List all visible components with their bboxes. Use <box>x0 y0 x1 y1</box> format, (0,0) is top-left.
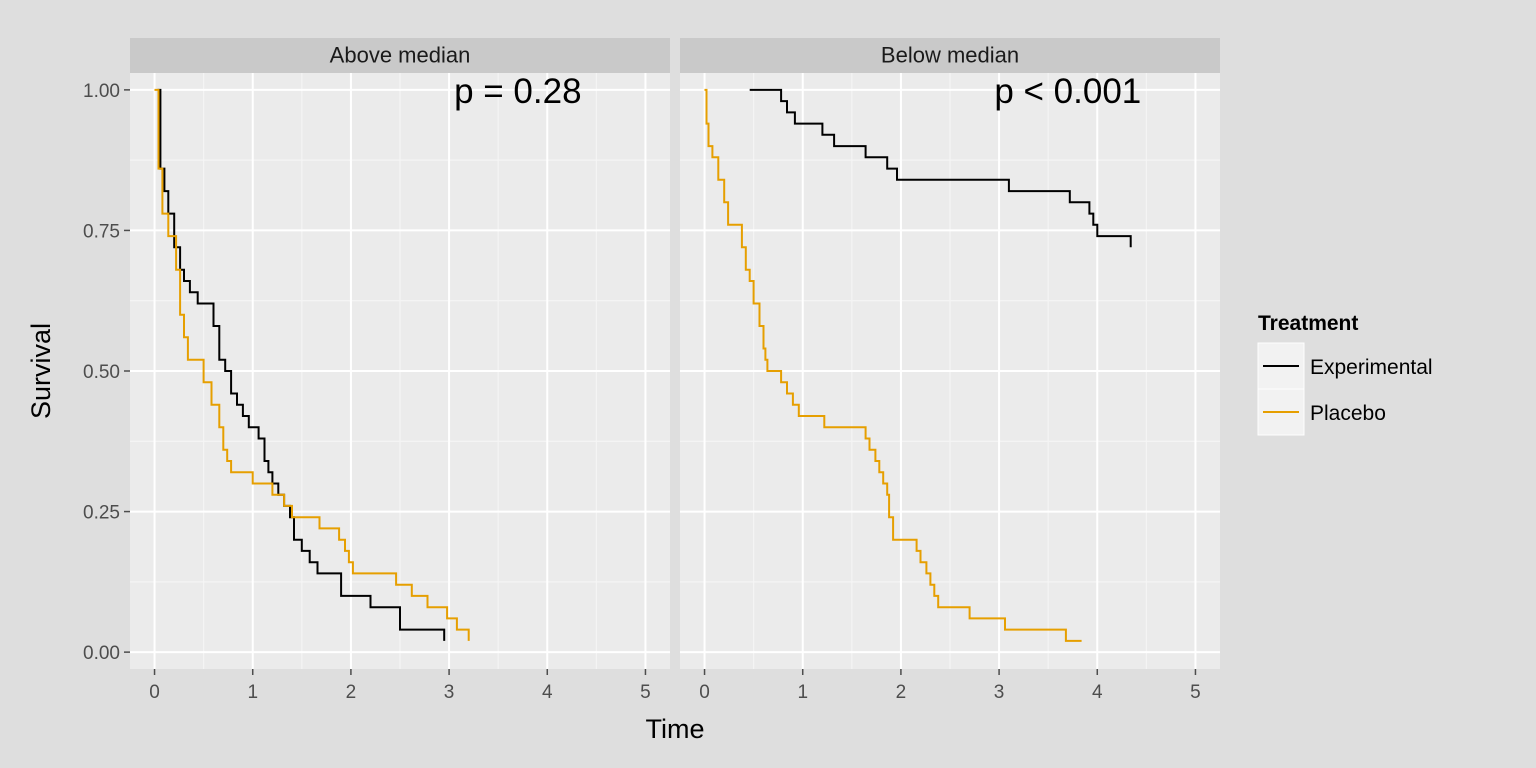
legend-label: Experimental <box>1310 356 1433 379</box>
x-tick-label: 5 <box>640 682 651 703</box>
x-tick-label: 2 <box>896 682 907 703</box>
y-tick-label: 0.75 <box>83 221 120 242</box>
facet-strip <box>130 38 670 73</box>
survival-curve-placebo <box>704 88 1082 642</box>
facet-strip-label: Below median <box>881 43 1019 68</box>
survival-curve-experimental <box>749 88 1132 248</box>
x-tick-label: 1 <box>797 682 808 703</box>
facet-strip-label: Above median <box>330 43 471 68</box>
x-tick-label: 4 <box>1092 682 1103 703</box>
x-tick-label: 2 <box>346 682 357 703</box>
x-tick-label: 3 <box>444 682 455 703</box>
panels-group: Above median p = 0.28 Below median p < 0.00… <box>130 38 1220 669</box>
axes-group: 0 1 2 3 4 5 0 1 2 3 4 5 0.00 0.25 0.50 0.75 1.00 Time Surv… <box>26 81 1201 744</box>
p-value-annotation: p = 0.28 <box>454 72 581 111</box>
y-tick-label: 0.25 <box>83 503 120 524</box>
x-tick-label: 0 <box>699 682 710 703</box>
x-tick-label: 5 <box>1190 682 1201 703</box>
p-value-annotation: p < 0.001 <box>994 72 1141 111</box>
survival-curve-placebo <box>154 88 470 641</box>
y-axis-title: Survival <box>26 323 56 419</box>
legend-entry-placebo: Placebo <box>1257 388 1386 436</box>
x-tick-label: 0 <box>149 682 160 703</box>
y-tick-label: 0.50 <box>83 362 120 383</box>
legend-title: Treatment <box>1258 312 1358 335</box>
legend-label: Placebo <box>1310 402 1386 425</box>
y-tick-label: 1.00 <box>83 81 120 102</box>
x-axis-title: Time <box>646 714 705 744</box>
facet-strip <box>680 38 1220 73</box>
legend-entry-experimental: Experimental <box>1257 342 1433 390</box>
panel-below-median: Below median p < 0.001 <box>680 38 1220 669</box>
x-tick-label: 1 <box>247 682 258 703</box>
x-tick-label: 4 <box>542 682 553 703</box>
x-tick-label: 3 <box>994 682 1005 703</box>
y-tick-label: 0.00 <box>83 643 120 664</box>
legend: Treatment Experimental Placebo <box>1257 312 1433 436</box>
panel-above-median: Above median p = 0.28 <box>130 38 670 669</box>
